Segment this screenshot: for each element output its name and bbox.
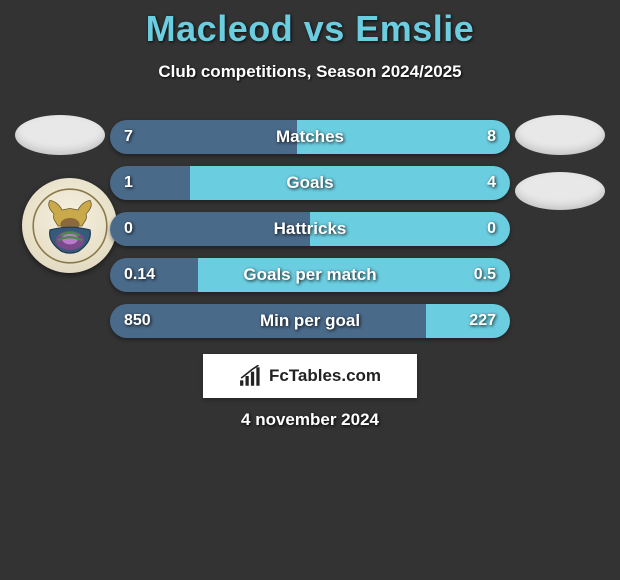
stat-value-right: 0.5 — [474, 258, 496, 292]
brand-text: FcTables.com — [269, 366, 381, 386]
page-title: Macleod vs Emslie — [0, 0, 620, 50]
team-badge-left-placeholder — [15, 115, 105, 155]
page-subtitle: Club competitions, Season 2024/2025 — [0, 62, 620, 82]
bar-fill-left — [110, 304, 426, 338]
stat-value-right: 227 — [469, 304, 496, 338]
stat-value-left: 0 — [124, 212, 133, 246]
team-badge-right-placeholder — [515, 115, 605, 155]
crest-icon — [30, 186, 110, 266]
stat-value-right: 0 — [487, 212, 496, 246]
stat-value-left: 850 — [124, 304, 151, 338]
stat-row: 0.140.5Goals per match — [110, 258, 510, 292]
stat-row: 850227Min per goal — [110, 304, 510, 338]
bar-fill-right — [297, 120, 510, 154]
bar-fill-right — [310, 212, 510, 246]
stat-value-right: 4 — [487, 166, 496, 200]
bar-fill-right — [198, 258, 511, 292]
date-line: 4 november 2024 — [0, 410, 620, 430]
bar-fill-left — [110, 166, 190, 200]
bar-fill-left — [110, 120, 297, 154]
bar-fill-right — [190, 166, 510, 200]
stat-row: 00Hattricks — [110, 212, 510, 246]
stat-value-left: 7 — [124, 120, 133, 154]
bar-fill-left — [110, 212, 310, 246]
stat-row: 78Matches — [110, 120, 510, 154]
chart-icon — [239, 365, 265, 387]
stat-value-left: 1 — [124, 166, 133, 200]
brand-box: FcTables.com — [203, 354, 417, 398]
stat-value-left: 0.14 — [124, 258, 155, 292]
club-crest-left — [22, 178, 117, 273]
stat-row: 14Goals — [110, 166, 510, 200]
bar-fill-right — [426, 304, 510, 338]
stat-value-right: 8 — [487, 120, 496, 154]
stats-bars: 78Matches14Goals00Hattricks0.140.5Goals … — [110, 120, 510, 350]
team-badge-right-placeholder-2 — [515, 172, 605, 210]
